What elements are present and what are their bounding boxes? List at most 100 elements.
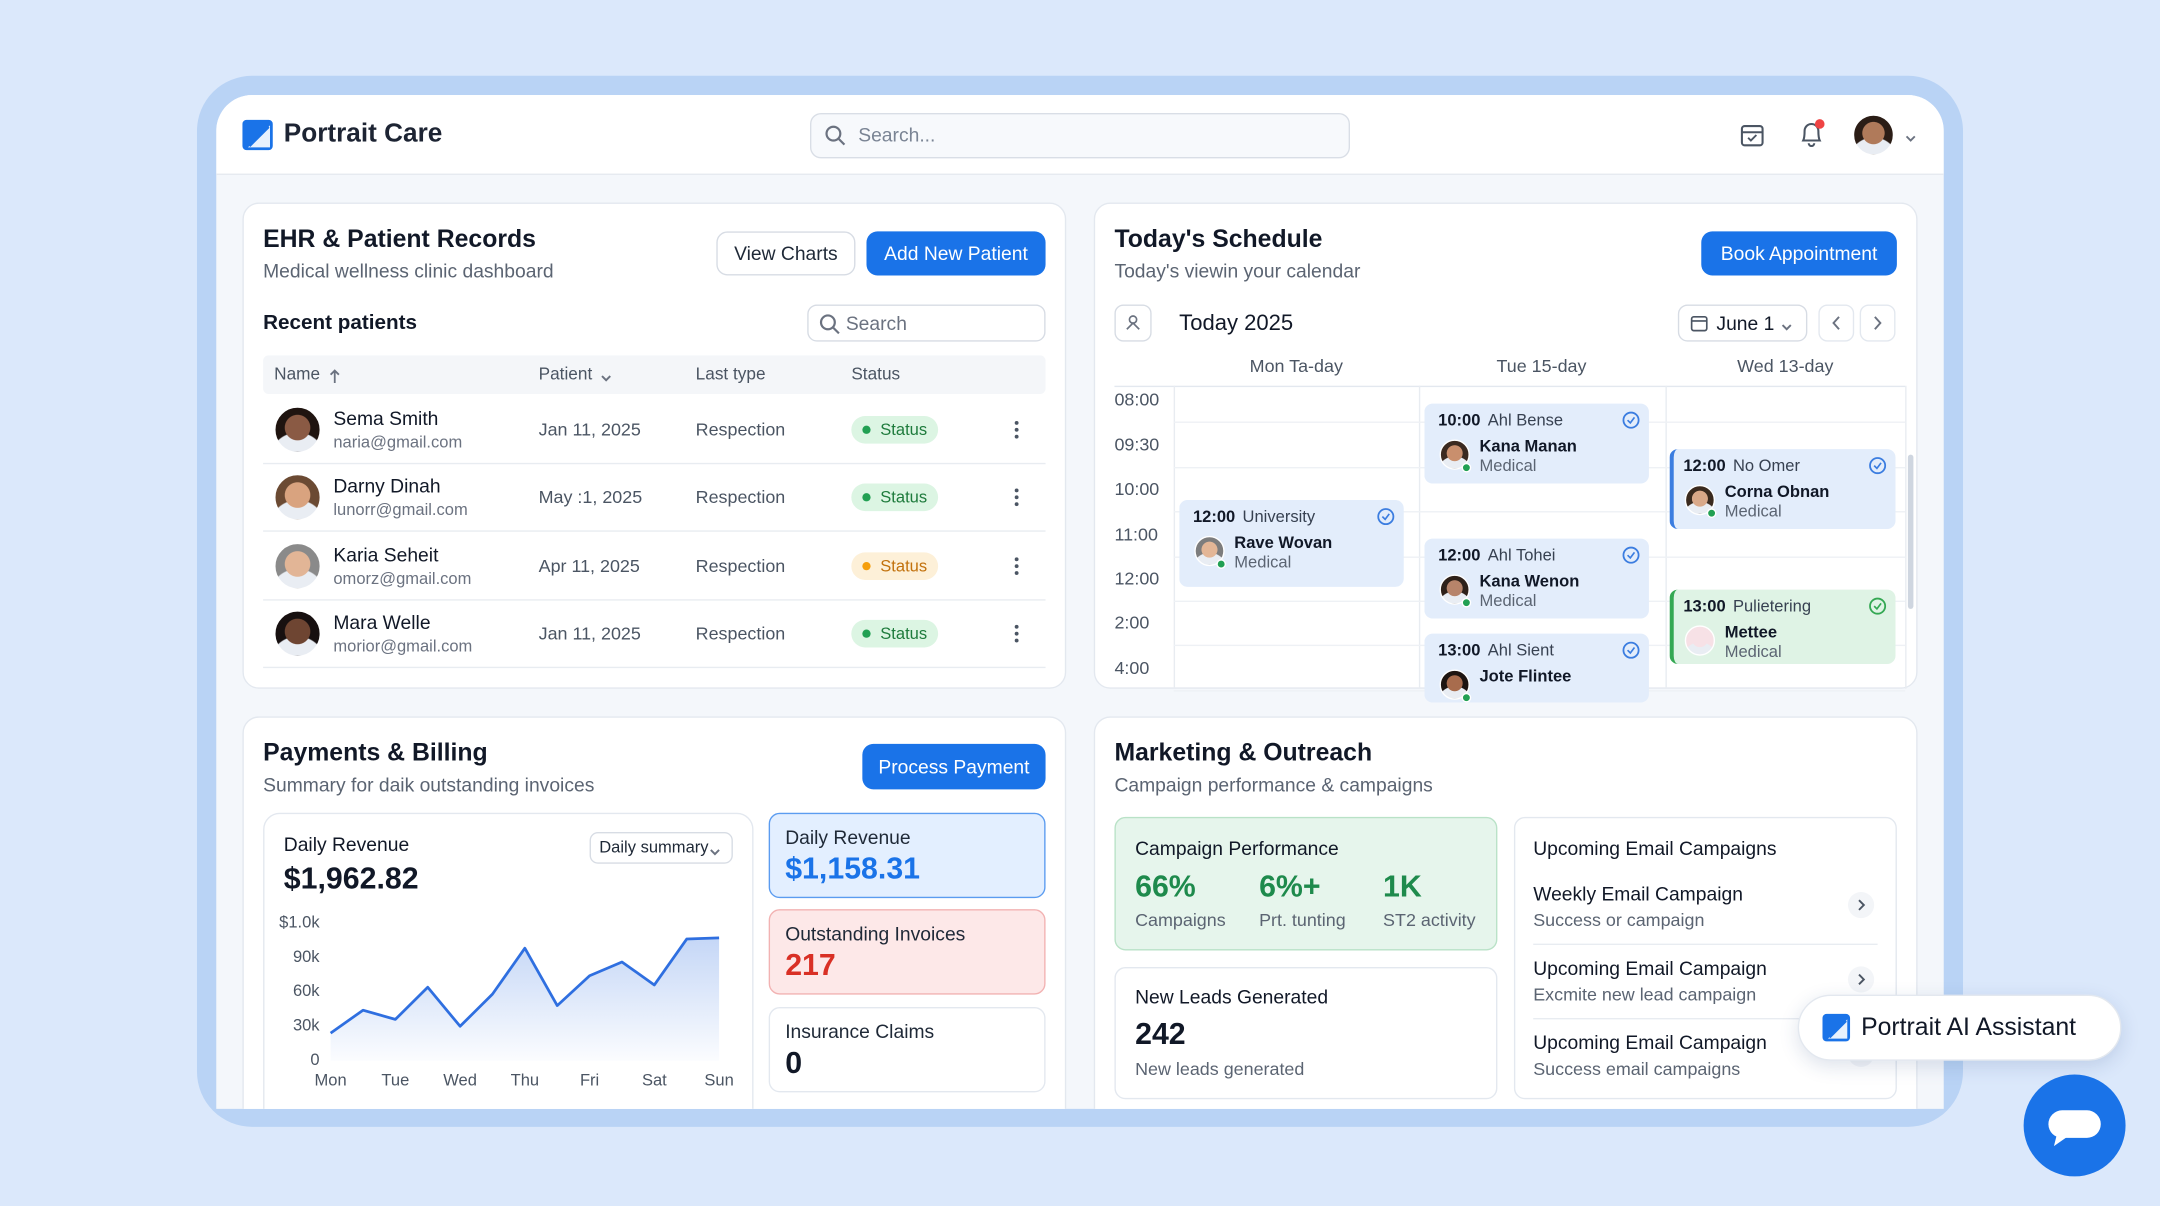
day-header: Wed 13-day <box>1737 355 1834 377</box>
icon <box>1622 411 1640 429</box>
chat-button[interactable] <box>2023 1074 2126 1177</box>
ehr-title: EHR & Patient Records <box>263 224 536 253</box>
icon-shape <box>1828 1019 1847 1039</box>
icon <box>1869 597 1887 615</box>
icon <box>1377 508 1395 526</box>
search-box[interactable] <box>809 112 1350 159</box>
column-header: Last type <box>695 364 766 384</box>
icon <box>710 849 720 856</box>
icon-shape <box>1626 416 1636 425</box>
patient-search[interactable] <box>807 304 1046 342</box>
icon <box>1781 324 1792 331</box>
icon-shape <box>1014 638 1019 643</box>
icon-shape <box>1626 646 1636 655</box>
visit-date: Apr 11, 2025 <box>538 555 640 577</box>
status-dot <box>862 493 871 502</box>
icon-shape <box>1869 597 1887 615</box>
online-dot <box>1216 559 1227 569</box>
status-label: Status <box>880 487 928 507</box>
email-caption: Excmite new lead campaign <box>1533 983 1757 1005</box>
appointment-name: Corna Obnan <box>1724 481 1830 502</box>
process-payment-button[interactable] <box>862 743 1046 790</box>
appointment-title: Pulietering <box>1732 596 1812 616</box>
book-button-label: Book Appointment <box>1720 241 1878 264</box>
process-payment-button-label: Process Payment <box>878 755 1030 778</box>
period-select[interactable] <box>589 832 733 864</box>
icon <box>1801 119 1825 147</box>
appointment-title: Ahl Tohei <box>1487 545 1556 565</box>
add-patient-button[interactable] <box>866 231 1046 276</box>
appointment-type: Medical <box>1724 501 1782 521</box>
icon-shape <box>1832 316 1840 330</box>
icon-shape <box>710 849 720 856</box>
row-menu[interactable] <box>1011 419 1022 441</box>
stat-label: Outstanding Invoices <box>785 922 966 945</box>
row-divider <box>263 666 1046 669</box>
time-label: 08:00 <box>1114 388 1160 410</box>
sort-arrow <box>328 366 342 383</box>
icon <box>819 314 840 335</box>
view-charts-button[interactable] <box>716 231 856 276</box>
revenue-total: $1,962.82 <box>283 860 419 896</box>
icon-shape <box>1014 502 1019 507</box>
leads-value: 242 <box>1135 1016 1186 1051</box>
visit-type: Respection <box>695 622 786 644</box>
icon-shape <box>1622 546 1640 564</box>
next-button[interactable] <box>1859 304 1896 342</box>
bell-icon[interactable] <box>1798 118 1826 148</box>
icon-shape <box>2053 1135 2068 1147</box>
stat-label: Insurance Claims <box>785 1020 935 1043</box>
patient-name: Karia Seheit <box>333 543 439 566</box>
person-button[interactable] <box>1114 304 1152 342</box>
icon-shape <box>1869 457 1887 475</box>
icon-shape <box>1874 316 1882 330</box>
email-caption: Success email campaigns <box>1533 1058 1741 1079</box>
row-menu[interactable] <box>1011 555 1022 577</box>
online-dot <box>1461 597 1472 608</box>
stat-label: Daily Revenue <box>785 825 911 849</box>
book-button[interactable] <box>1701 231 1897 276</box>
icon <box>601 375 611 382</box>
email-name: Upcoming Email Campaign <box>1533 956 1767 979</box>
status-dot <box>862 562 871 571</box>
visit-date: Jan 11, 2025 <box>538 419 641 440</box>
icon-shape <box>1014 557 1019 562</box>
metric-label: Prt. tunting <box>1259 909 1346 931</box>
icon-shape <box>1014 420 1019 425</box>
assistant-logo <box>1822 1013 1851 1042</box>
icon-shape <box>1740 125 1764 147</box>
time-label: 11:00 <box>1114 523 1158 545</box>
icon-shape <box>1847 891 1875 919</box>
prev-button[interactable] <box>1818 304 1855 342</box>
email-open[interactable] <box>1847 966 1875 994</box>
assistant-label: Portrait AI Assistant <box>1861 1012 2077 1041</box>
table-header <box>263 355 1046 394</box>
icon <box>1014 488 1019 507</box>
marketing-title: Marketing & Outreach <box>1114 738 1373 767</box>
assistant-pill[interactable] <box>1797 994 2122 1061</box>
scrollbar <box>1907 454 1914 609</box>
patient-email: lunorr@gmail.com <box>333 499 468 520</box>
row-menu[interactable] <box>1011 486 1022 508</box>
appointment-type: Medical <box>1234 552 1292 572</box>
icon-shape <box>1014 624 1019 629</box>
icon-shape <box>1747 134 1758 142</box>
email-name: Upcoming Email Campaign <box>1533 1031 1767 1054</box>
grid-column <box>1418 385 1421 689</box>
performance-title: Campaign Performance <box>1135 837 1339 860</box>
patient-email: morior@gmail.com <box>333 636 473 656</box>
grid-column <box>1665 385 1667 689</box>
icon <box>1114 304 1152 342</box>
icon-shape <box>1377 508 1395 526</box>
email-open[interactable] <box>1847 891 1875 919</box>
date-select[interactable] <box>1677 304 1808 342</box>
visit-type: Respection <box>695 486 786 508</box>
row-menu[interactable] <box>1011 623 1022 645</box>
leads-card <box>1114 967 1498 1100</box>
icon-shape <box>247 125 270 148</box>
marketing-subtitle: Campaign performance & campaigns <box>1114 773 1433 796</box>
visit-date: May :1, 2025 <box>538 486 643 508</box>
calendar-icon[interactable] <box>1740 123 1765 148</box>
icon-shape <box>1814 119 1825 129</box>
